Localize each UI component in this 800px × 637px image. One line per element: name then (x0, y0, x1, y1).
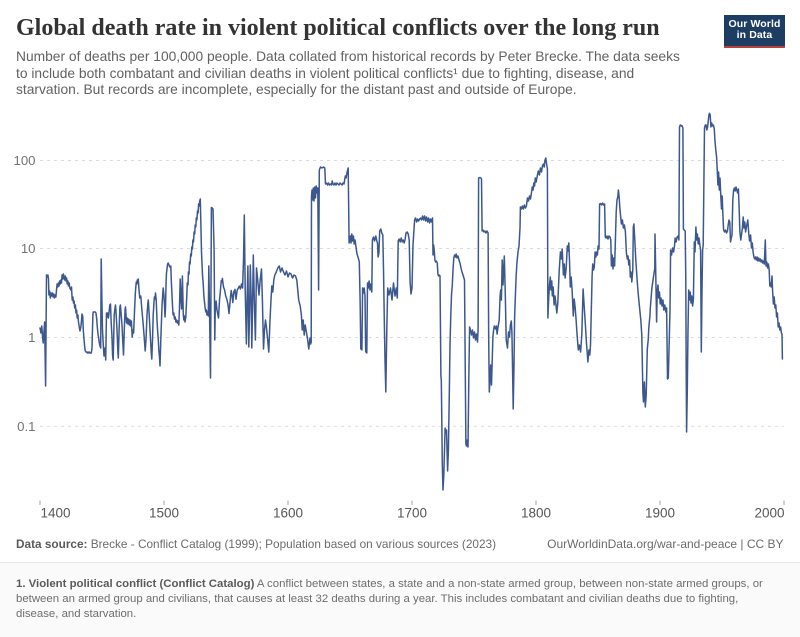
svg-text:0.1: 0.1 (17, 419, 35, 434)
svg-text:1400: 1400 (41, 506, 71, 521)
svg-text:10: 10 (21, 241, 36, 256)
svg-text:1500: 1500 (149, 506, 179, 521)
svg-text:1900: 1900 (645, 506, 675, 521)
svg-text:1700: 1700 (397, 506, 427, 521)
svg-text:1800: 1800 (521, 506, 551, 521)
svg-text:2000: 2000 (754, 506, 784, 521)
svg-text:100: 100 (13, 153, 35, 168)
svg-text:1: 1 (28, 330, 35, 345)
svg-text:1600: 1600 (273, 506, 303, 521)
